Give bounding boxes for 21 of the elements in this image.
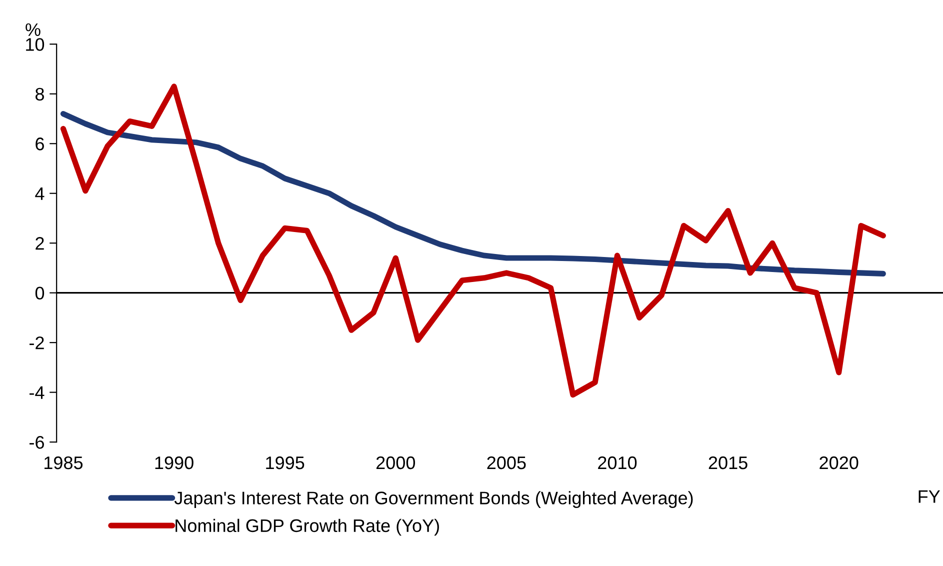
y-tick-label: 10 [26, 38, 44, 51]
x-axis-title: FY [918, 490, 940, 503]
x-tick-label: 2020 [820, 456, 858, 470]
y-tick-label: -4 [30, 386, 44, 399]
x-tick-label: 1995 [266, 456, 304, 470]
x-tick-label: 2010 [598, 456, 637, 470]
x-tick-label: 2015 [708, 456, 748, 470]
x-tick-label: 2000 [376, 456, 416, 470]
y-tick-label: 6 [36, 138, 44, 150]
y-tick-label: 2 [36, 237, 44, 250]
x-tick-label: 2005 [487, 456, 526, 470]
y-tick-label: -2 [30, 336, 44, 350]
legend-label: Nominal GDP Growth Rate (YoY) [176, 518, 439, 536]
x-tick-label: 1985 [44, 456, 83, 470]
y-tick-label: 0 [35, 286, 44, 300]
y-axis-title: % [26, 23, 40, 36]
x-tick-label: 1990 [155, 456, 194, 470]
y-tick-label: -6 [30, 436, 44, 449]
y-tick-label: 4 [35, 187, 44, 200]
legend-label: Japan's Interest Rate on Government Bonds (Weighted Average) [174, 491, 693, 508]
y-tick-label: 8 [36, 88, 44, 101]
